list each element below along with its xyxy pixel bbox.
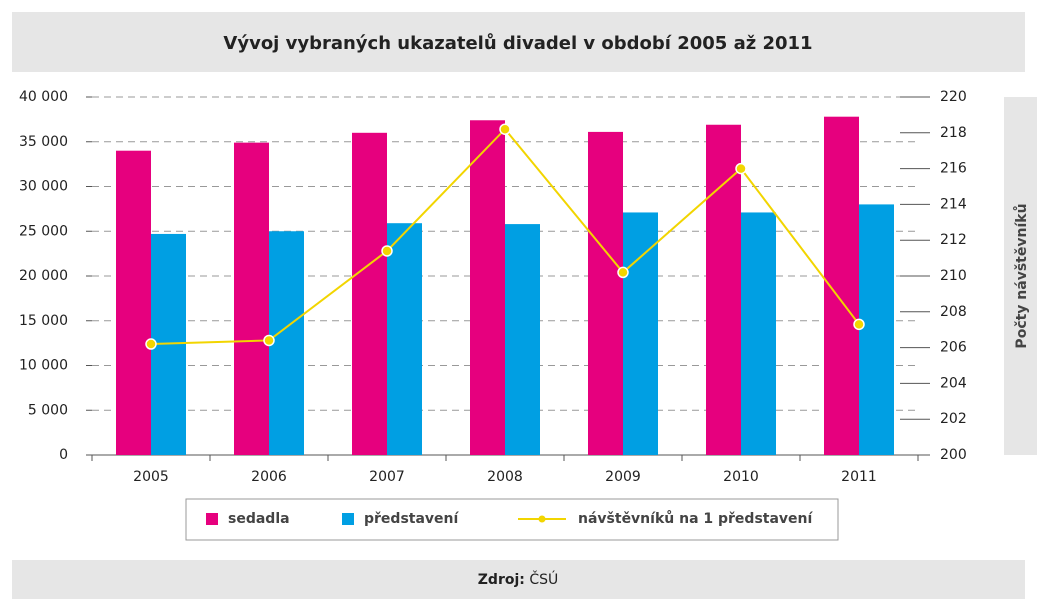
title-band bbox=[12, 12, 1025, 72]
y-tick-label: 40 000 bbox=[19, 89, 68, 105]
source-value: ČSÚ bbox=[529, 570, 558, 588]
bar bbox=[623, 212, 658, 455]
y-tick-label: 0 bbox=[59, 447, 68, 463]
source-band bbox=[12, 560, 1025, 599]
y2-tick-label: 208 bbox=[940, 304, 967, 320]
y2-tick-label: 206 bbox=[940, 340, 967, 356]
source: Zdroj: ČSÚ bbox=[478, 570, 558, 588]
legend-box bbox=[185, 498, 839, 541]
bar bbox=[505, 224, 540, 455]
y2-tick-label: 216 bbox=[940, 161, 967, 177]
x-tick-label: 2005 bbox=[133, 469, 169, 485]
bar bbox=[859, 204, 894, 455]
y2-tick-label: 204 bbox=[940, 375, 967, 391]
y2-label-band bbox=[1004, 97, 1037, 455]
bar bbox=[269, 231, 304, 455]
point bbox=[735, 162, 747, 175]
y2-tick-label: 218 bbox=[940, 125, 967, 141]
bar bbox=[234, 142, 269, 455]
x-tick-label: 2006 bbox=[251, 469, 287, 485]
y-tick-label: 15 000 bbox=[19, 313, 68, 329]
bar bbox=[470, 120, 505, 456]
y2-tick-label: 202 bbox=[940, 411, 967, 427]
legend-label: návštěvníků na 1 představení bbox=[578, 510, 814, 527]
y-tick-label: 20 000 bbox=[19, 268, 68, 284]
point bbox=[145, 338, 157, 350]
bar bbox=[352, 132, 387, 456]
point bbox=[617, 266, 629, 279]
y2-tick-label: 220 bbox=[940, 89, 967, 105]
y2-tick-label: 210 bbox=[940, 268, 967, 284]
point bbox=[381, 245, 393, 257]
x-tick-label: 2007 bbox=[369, 469, 405, 485]
legend-point bbox=[538, 515, 546, 523]
y2-tick-label: 214 bbox=[940, 196, 967, 212]
legend-label: sedadla bbox=[228, 511, 290, 527]
x-tick-label: 2010 bbox=[723, 469, 759, 485]
y-tick-label: 25 000 bbox=[19, 223, 68, 239]
point bbox=[499, 123, 511, 135]
bar bbox=[706, 124, 741, 456]
x-tick-label: 2011 bbox=[841, 469, 877, 485]
y-tick-label: 30 000 bbox=[19, 179, 68, 195]
legend-swatch bbox=[342, 513, 354, 525]
legend-swatch bbox=[206, 513, 218, 525]
chart-title: Vývoj vybraných ukazatelů divadel v obdo… bbox=[223, 32, 812, 54]
y-tick-label: 5 000 bbox=[28, 402, 68, 418]
x-tick-label: 2009 bbox=[605, 469, 641, 485]
legend-label: představení bbox=[364, 511, 460, 527]
x-tick-label: 2008 bbox=[487, 469, 523, 485]
source-label: Zdroj: bbox=[478, 572, 525, 588]
bar bbox=[741, 212, 776, 455]
bar bbox=[588, 131, 623, 455]
y-tick-label: 10 000 bbox=[19, 358, 68, 374]
point bbox=[853, 318, 865, 331]
bar bbox=[116, 150, 151, 455]
bar bbox=[387, 223, 422, 455]
y2-tick-label: 200 bbox=[940, 447, 967, 463]
point bbox=[263, 334, 275, 347]
y2-axis-label: Počty návštěvníků bbox=[1013, 203, 1030, 348]
y2-tick-label: 212 bbox=[940, 232, 967, 248]
y-tick-label: 35 000 bbox=[19, 134, 68, 150]
